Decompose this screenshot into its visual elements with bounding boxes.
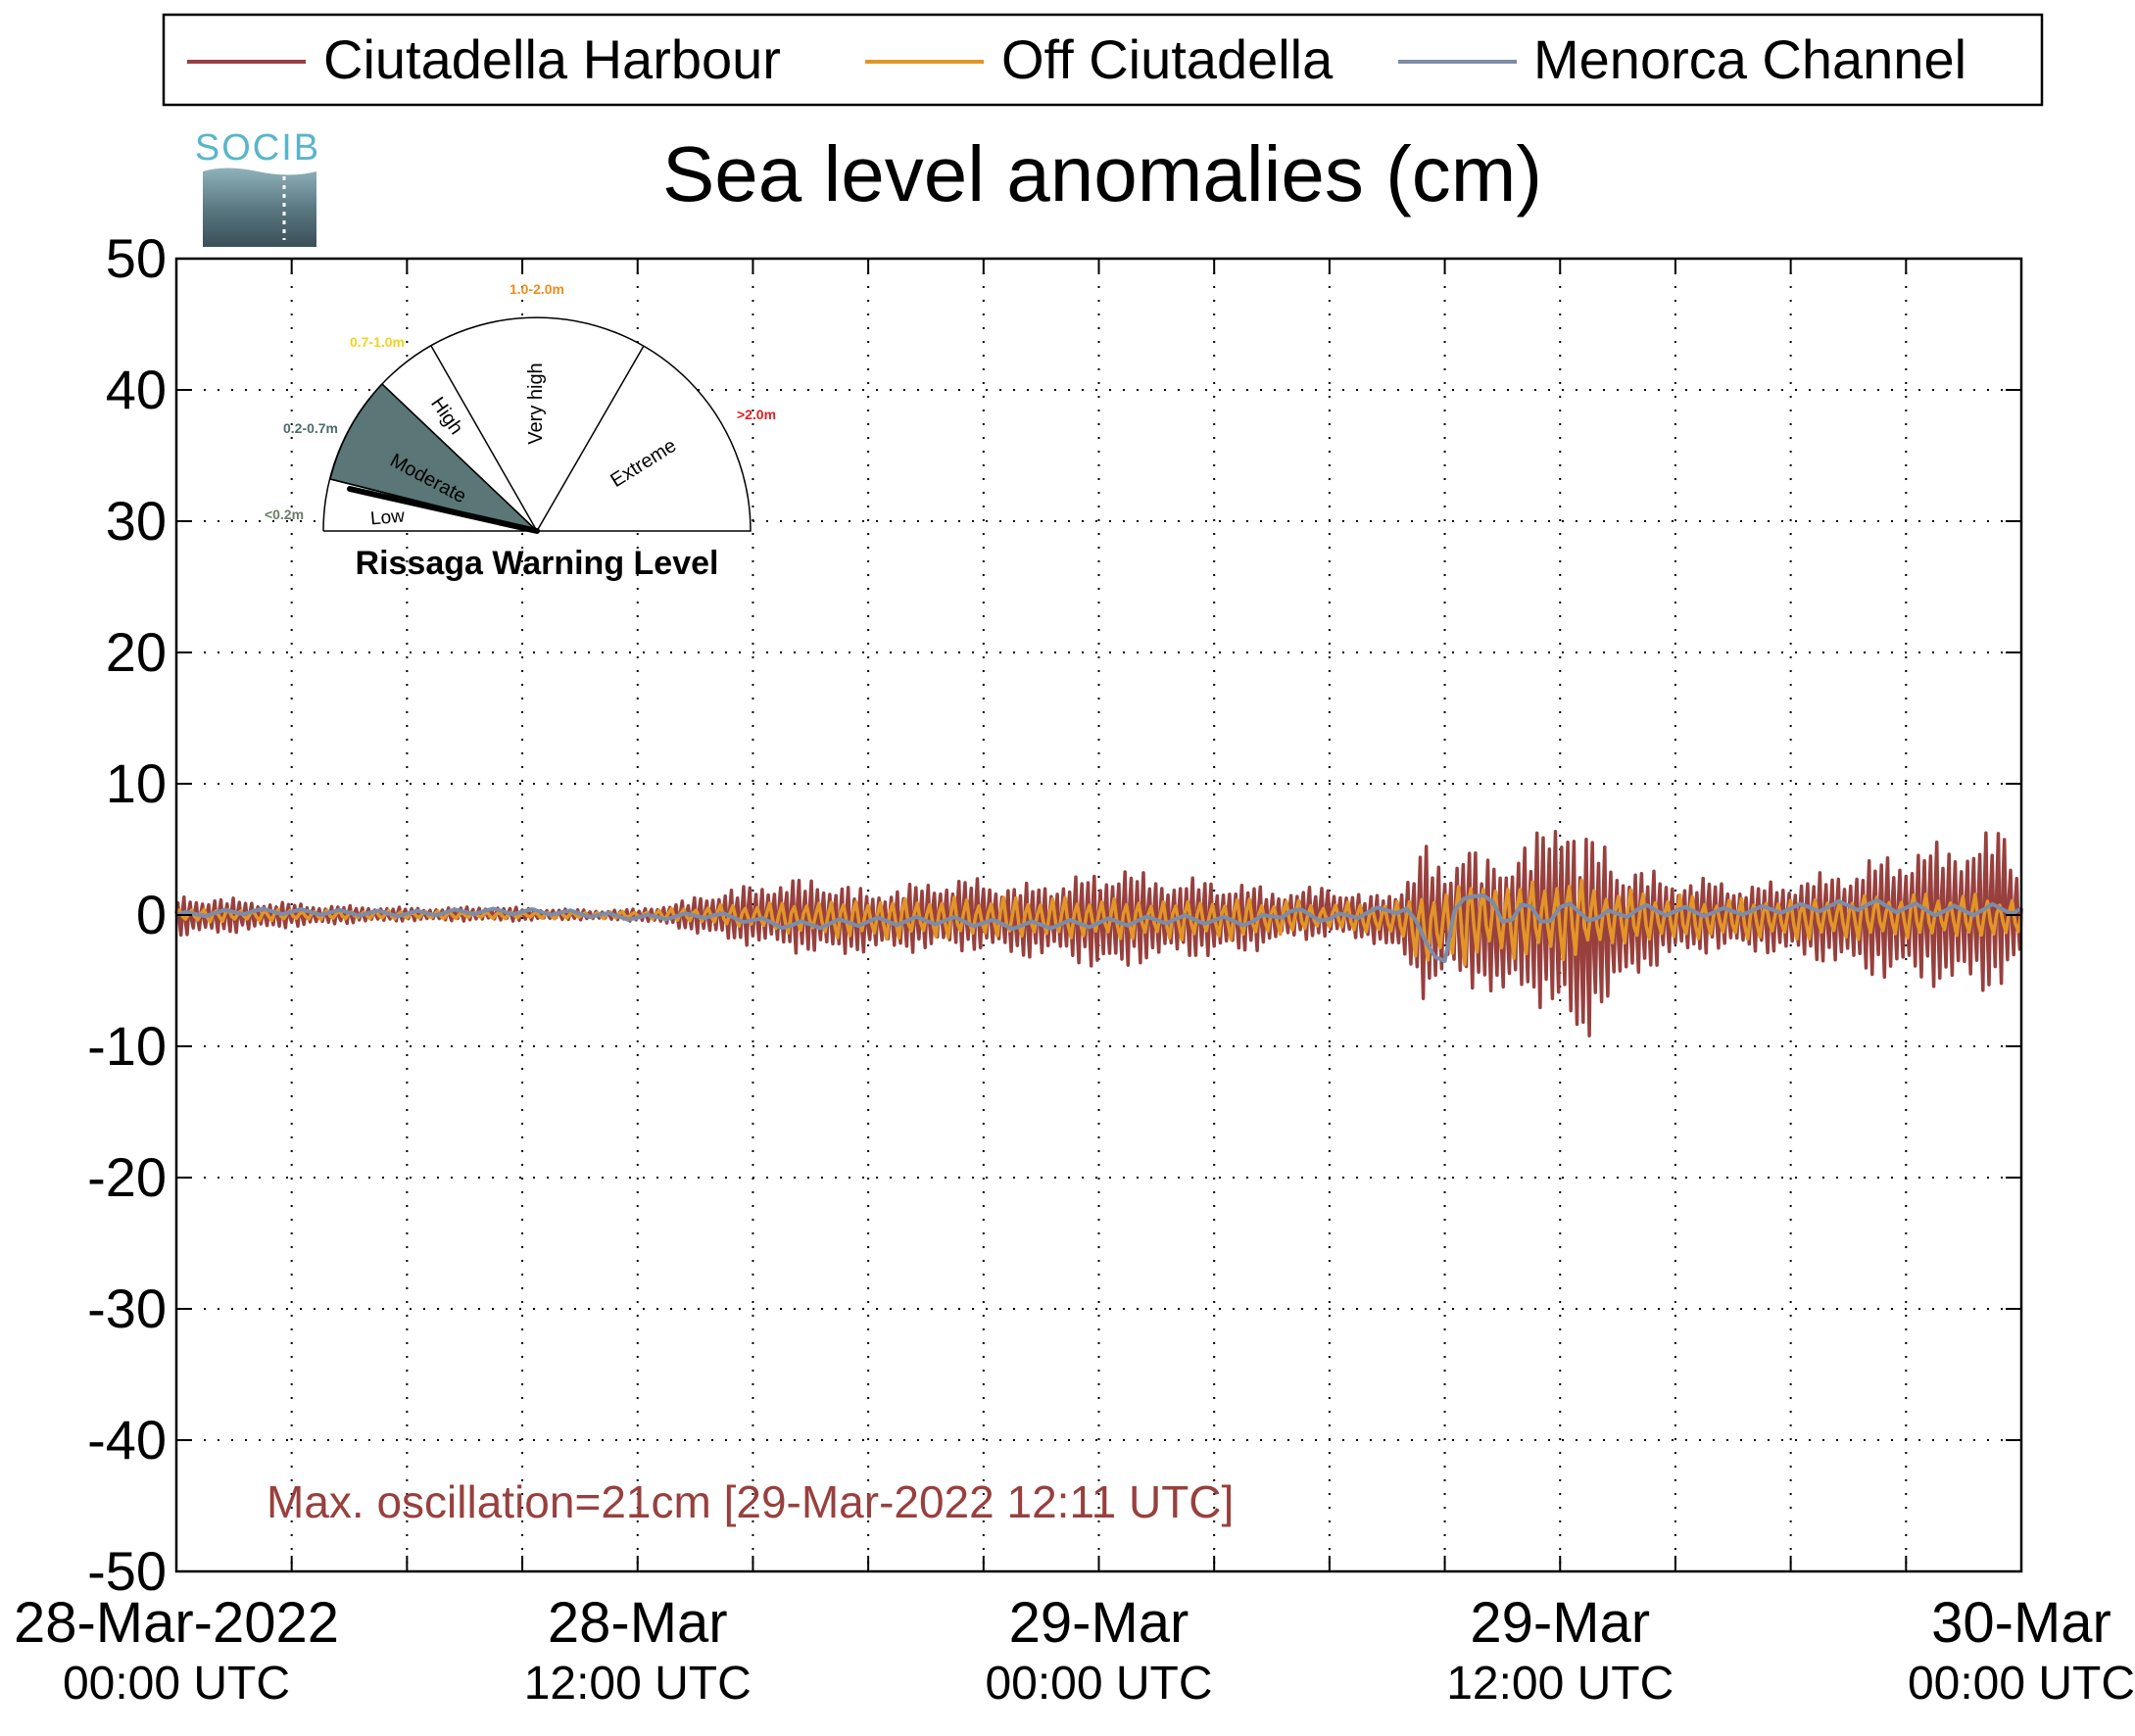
legend-label-menorca-channel: Menorca Channel bbox=[1533, 28, 1966, 90]
max-oscillation-annotation: Max. oscillation=21cm [29-Mar-2022 12:11… bbox=[267, 1476, 1234, 1527]
x-tick-label-date: 28-Mar-2022 bbox=[14, 1591, 339, 1655]
legend-label-off-ciutadella: Off Ciutadella bbox=[1001, 28, 1334, 90]
gauge-range-very-high: 1.0-2.0m bbox=[509, 281, 564, 297]
socib-logo-wave bbox=[203, 168, 316, 247]
y-tick-label: 30 bbox=[106, 490, 167, 552]
x-tick-label-time: 12:00 UTC bbox=[524, 1658, 752, 1710]
legend-frame bbox=[162, 13, 2044, 107]
y-axis-tick-labels: 50 40 30 20 10 0 -10 -20 -30 -40 -50 bbox=[87, 227, 167, 1602]
x-tick-label-date: 29-Mar bbox=[1470, 1591, 1650, 1655]
gauge-range-extreme: >2.0m bbox=[737, 407, 776, 422]
gauge-needle bbox=[347, 486, 540, 534]
x-tick-label-time: 00:00 UTC bbox=[63, 1658, 290, 1710]
legend: Ciutadella Harbour Off Ciutadella Menorc… bbox=[162, 13, 2044, 107]
gauge-range-high: 0.7-1.0m bbox=[350, 334, 405, 350]
socib-logo: SOCIB bbox=[195, 127, 320, 247]
y-tick-label: -40 bbox=[87, 1409, 167, 1471]
x-tick-label-date: 28-Mar bbox=[548, 1591, 728, 1655]
y-tick-label: 40 bbox=[106, 359, 167, 420]
socib-logo-text: SOCIB bbox=[195, 127, 320, 169]
rissaga-gauge: Low Moderate High Very high Extreme <0.2… bbox=[265, 281, 776, 582]
x-tick-label-time: 12:00 UTC bbox=[1446, 1658, 1674, 1710]
gauge-label-very-high: Very high bbox=[525, 362, 547, 444]
x-tick-label-date: 30-Mar bbox=[1931, 1591, 2111, 1655]
series-layer bbox=[174, 830, 2023, 1037]
x-tick-label-time: 00:00 UTC bbox=[1908, 1658, 2135, 1710]
gauge-sector-moderate-active bbox=[329, 382, 540, 533]
y-tick-label: -20 bbox=[87, 1146, 167, 1208]
gauge-divider-high bbox=[430, 345, 538, 532]
chart-title: Sea level anomalies (cm) bbox=[662, 130, 1542, 217]
y-tick-label: -10 bbox=[87, 1015, 167, 1077]
series-line-menorca-channel bbox=[175, 892, 2023, 963]
x-tick-label-time: 00:00 UTC bbox=[985, 1658, 1212, 1710]
y-tick-label: 20 bbox=[106, 621, 167, 683]
gauge-label-low: Low bbox=[369, 506, 406, 530]
y-tick-label: 10 bbox=[106, 752, 167, 814]
gauge-title: Rissaga Warning Level bbox=[356, 545, 719, 582]
gauge-divider-moderate bbox=[381, 383, 538, 532]
y-tick-label: 50 bbox=[106, 227, 167, 289]
legend-label-ciutadella-harbour: Ciutadella Harbour bbox=[323, 28, 781, 90]
x-tick-label-date: 29-Mar bbox=[1009, 1591, 1189, 1655]
y-tick-label: -50 bbox=[87, 1540, 167, 1602]
y-tick-label: 0 bbox=[136, 884, 167, 945]
y-tick-label: -30 bbox=[87, 1278, 167, 1339]
gauge-divider-very-high bbox=[536, 345, 645, 532]
gauge-range-moderate: 0.2-0.7m bbox=[283, 420, 338, 436]
axis-ticks bbox=[175, 258, 2022, 1572]
gauge-range-low: <0.2m bbox=[265, 506, 304, 522]
